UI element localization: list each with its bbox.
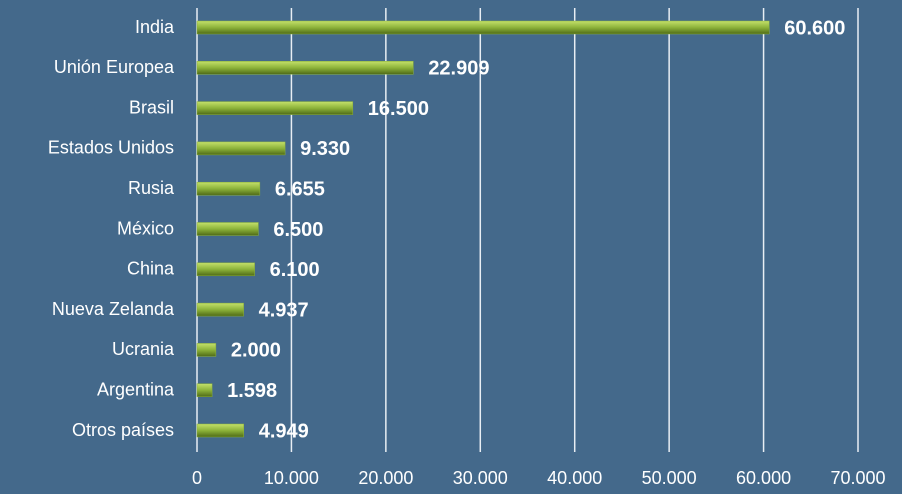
data-label: 16.500: [368, 98, 429, 120]
y-tick-label: Estados Unidos: [48, 138, 174, 158]
data-label: 2.000: [231, 340, 281, 362]
bar: [196, 20, 770, 35]
data-label: 1.598: [227, 380, 277, 402]
bar: [196, 262, 255, 277]
data-label: 4.949: [259, 420, 309, 442]
bar: [196, 101, 354, 115]
x-tick-label: 60.000: [736, 468, 791, 488]
x-tick-label: 10.000: [264, 468, 319, 488]
x-tick-label: 20.000: [358, 468, 413, 488]
x-tick-label: 70.000: [830, 468, 885, 488]
y-tick-label: Argentina: [97, 379, 175, 399]
data-label: 60.600: [784, 17, 845, 39]
bar: [196, 302, 244, 317]
y-tick-label: Otros países: [72, 420, 174, 440]
y-tick-label: Unión Europea: [54, 57, 175, 77]
data-label: 9.330: [300, 138, 350, 160]
bar: [196, 423, 244, 438]
data-label: 4.937: [259, 299, 309, 321]
x-tick-label: 30.000: [453, 468, 508, 488]
bar: [196, 181, 261, 196]
y-tick-label: China: [127, 259, 175, 279]
y-tick-label: India: [135, 17, 175, 37]
data-label: 6.100: [270, 259, 320, 281]
data-label: 22.909: [428, 58, 489, 80]
bar: [196, 222, 259, 236]
y-tick-label: Rusia: [128, 178, 175, 198]
x-tick-label: 50.000: [642, 468, 697, 488]
data-label: 6.500: [273, 219, 323, 241]
y-tick-label: Ucrania: [112, 339, 175, 359]
x-tick-label: 40.000: [547, 468, 602, 488]
bar: [196, 343, 217, 357]
y-tick-label: México: [117, 218, 174, 238]
bar: [196, 383, 213, 397]
bar: [196, 141, 286, 156]
y-tick-label: Brasil: [129, 97, 174, 117]
data-label: 6.655: [275, 178, 325, 200]
bar: [196, 61, 414, 75]
y-tick-label: Nueva Zelanda: [52, 299, 175, 319]
x-tick-label: 0: [192, 468, 202, 488]
